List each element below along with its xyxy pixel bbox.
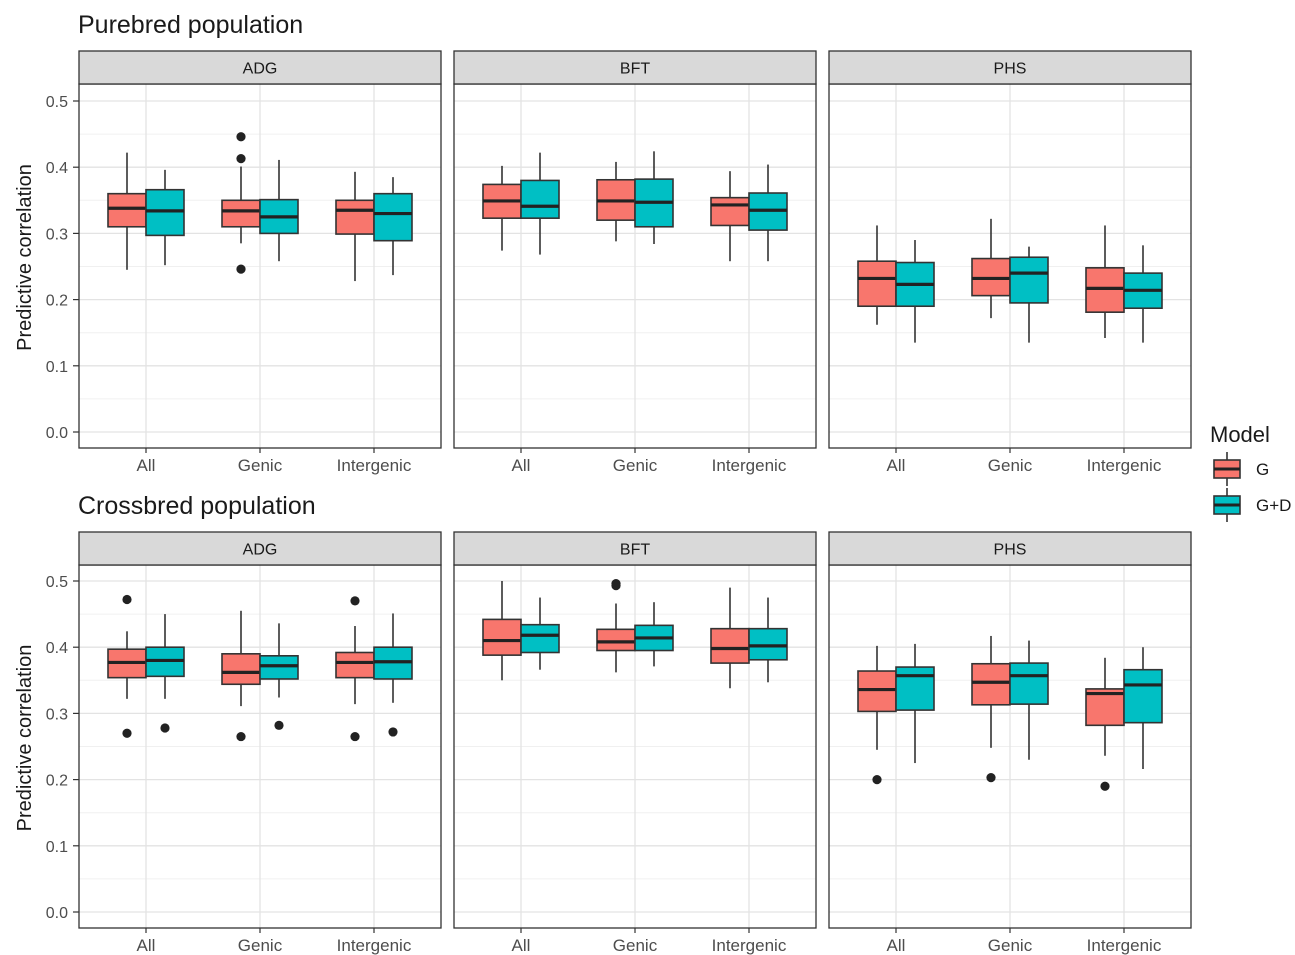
panel-strip [453, 50, 817, 85]
x-tick-label: All [137, 936, 156, 955]
box-gplusd [373, 192, 413, 242]
box-gplusd [520, 623, 560, 654]
box-gplusd [145, 188, 185, 237]
y-tick-label: 0.2 [46, 293, 68, 310]
y-axis-label: Predictive correlation [14, 645, 36, 832]
panel-strip [78, 50, 442, 85]
x-tick-label: Genic [613, 456, 658, 475]
outlier-point [122, 728, 132, 738]
box-g [857, 670, 897, 713]
y-tick-label: 0.5 [46, 94, 68, 111]
y-tick-label: 0.3 [46, 706, 68, 723]
x-tick-label: Intergenic [712, 456, 787, 475]
box-g [335, 199, 375, 235]
box-g [107, 192, 147, 228]
outlier-point [236, 264, 246, 274]
panel-strip [828, 531, 1192, 566]
x-tick-label: Genic [988, 936, 1033, 955]
outlier-point [236, 731, 246, 742]
legend-label: G [1256, 460, 1269, 479]
x-tick-label: All [887, 456, 906, 475]
x-tick-label: All [887, 936, 906, 955]
panel-strip [828, 50, 1192, 85]
outlier-point [388, 727, 398, 737]
x-tick-label: Intergenic [337, 456, 412, 475]
x-tick-label: All [137, 456, 156, 475]
outlier-point [236, 153, 246, 164]
y-tick-label: 0.0 [46, 905, 68, 922]
box-g [482, 618, 522, 656]
outlier-point [1100, 781, 1110, 791]
box-g [1085, 267, 1125, 313]
y-tick-label: 0.5 [46, 574, 68, 591]
legend-label: G+D [1256, 496, 1291, 515]
legend-title: Model [1210, 422, 1270, 447]
x-tick-label: Genic [238, 936, 283, 955]
x-tick-label: All [512, 456, 531, 475]
box-gplusd [1009, 256, 1049, 304]
box-gplusd [259, 655, 299, 680]
y-tick-label: 0.1 [46, 839, 68, 856]
outlier-point [350, 596, 360, 606]
box-g [710, 627, 750, 664]
x-tick-label: Intergenic [337, 936, 412, 955]
box-gplusd [748, 627, 788, 661]
outlier-point [872, 775, 882, 785]
box-g [971, 662, 1011, 706]
box-g [221, 199, 261, 228]
y-tick-label: 0.4 [46, 640, 68, 657]
outlier-point [611, 581, 621, 591]
x-tick-label: Intergenic [1087, 456, 1162, 475]
box-gplusd [1123, 668, 1163, 724]
box-gplusd [895, 666, 935, 711]
box-gplusd [1009, 662, 1049, 705]
panel-strip-label: ADG [243, 542, 278, 559]
box-g [710, 196, 750, 227]
x-tick-label: All [512, 936, 531, 955]
y-tick-label: 0.2 [46, 773, 68, 790]
outlier-point [236, 132, 246, 142]
x-tick-label: Genic [238, 456, 283, 475]
box-g [857, 260, 897, 308]
outlier-point [350, 731, 360, 742]
outlier-point [160, 723, 170, 733]
row-title: Crossbred population [78, 492, 316, 520]
y-tick-label: 0.4 [46, 160, 68, 177]
panel-strip-label: PHS [994, 542, 1027, 559]
box-gplusd [520, 179, 560, 219]
outlier-point [274, 720, 284, 730]
x-tick-label: Intergenic [712, 936, 787, 955]
panel-strip-label: ADG [243, 61, 278, 78]
y-tick-label: 0.0 [46, 425, 68, 442]
row-title: Purebred population [78, 11, 303, 39]
panel-strip-label: PHS [994, 61, 1027, 78]
panel-strip-label: BFT [620, 542, 650, 559]
y-tick-label: 0.3 [46, 226, 68, 243]
panel-strip [78, 531, 442, 566]
x-tick-label: Genic [613, 936, 658, 955]
x-tick-label: Genic [988, 456, 1033, 475]
outlier-point [986, 773, 996, 783]
outlier-point [122, 594, 132, 605]
x-tick-label: Intergenic [1087, 936, 1162, 955]
box-g [596, 628, 636, 652]
y-axis-label: Predictive correlation [14, 164, 36, 351]
panel-strip-label: BFT [620, 61, 650, 78]
box-g [221, 653, 261, 686]
panel-strip [453, 531, 817, 566]
box-g [335, 651, 375, 679]
y-tick-label: 0.1 [46, 359, 68, 376]
